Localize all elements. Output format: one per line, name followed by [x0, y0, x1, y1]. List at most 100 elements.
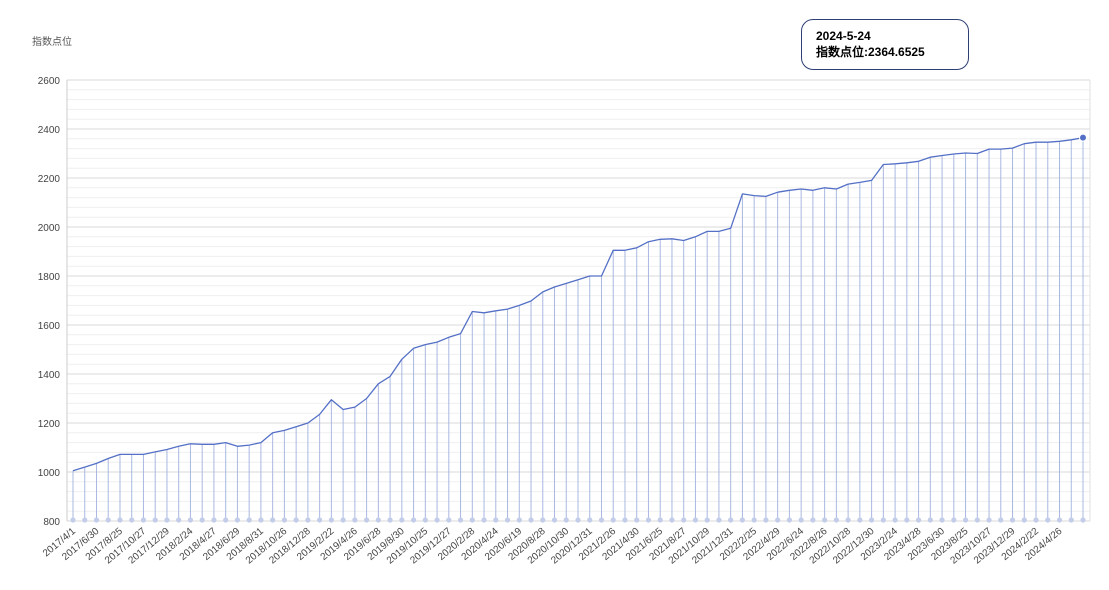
baseline-marker	[234, 517, 241, 523]
baseline-marker	[927, 517, 933, 523]
baseline-marker	[610, 517, 616, 523]
baseline-marker	[446, 517, 452, 523]
baseline-marker	[951, 517, 957, 523]
y-tick-label: 2200	[38, 174, 61, 185]
baseline-marker	[305, 517, 311, 523]
baseline-marker	[281, 517, 287, 523]
baseline-marker	[657, 517, 663, 523]
baseline-marker	[93, 517, 100, 523]
y-tick-label: 1200	[38, 419, 61, 430]
baseline-marker	[1045, 517, 1051, 523]
baseline-marker	[587, 517, 593, 523]
baseline-marker	[364, 517, 370, 523]
tooltip-date: 2024-5-24	[816, 29, 871, 43]
baseline-marker	[152, 517, 158, 523]
baseline-marker	[962, 517, 969, 523]
baseline-marker	[469, 517, 475, 523]
baseline-marker	[352, 517, 358, 523]
baseline-marker	[669, 517, 675, 523]
y-tick-label: 1000	[38, 468, 61, 479]
baseline-marker	[880, 517, 886, 523]
baseline-marker	[892, 517, 898, 523]
baseline-marker	[986, 517, 992, 523]
baseline-marker	[575, 517, 581, 523]
baseline-marker	[1068, 517, 1074, 523]
baseline-marker	[187, 517, 194, 523]
baseline-marker	[422, 517, 428, 523]
baseline-marker	[598, 517, 605, 523]
baseline-marker	[822, 517, 828, 523]
baseline-marker	[645, 517, 652, 523]
baseline-marker	[692, 517, 699, 523]
baseline-marker	[258, 517, 264, 523]
baseline-marker	[457, 517, 464, 523]
baseline-marker	[410, 517, 417, 523]
baseline-marker	[117, 517, 123, 523]
baseline-marker	[810, 517, 816, 523]
baseline-marker	[716, 517, 722, 523]
baseline-marker	[1033, 517, 1039, 523]
baseline-marker	[739, 517, 746, 523]
baseline-marker	[915, 517, 922, 523]
baseline-marker	[1080, 517, 1086, 523]
baseline-marker	[974, 517, 980, 523]
y-tick-label: 1400	[38, 370, 61, 381]
series-line	[72, 137, 1084, 472]
y-tick-label: 1800	[38, 272, 61, 283]
baseline-marker	[857, 517, 863, 523]
baseline-marker	[317, 517, 323, 523]
baseline-marker	[622, 517, 628, 523]
baseline-marker	[775, 517, 781, 523]
baseline-marker	[939, 517, 945, 523]
baseline-marker	[328, 517, 334, 523]
baseline-marker	[869, 517, 875, 523]
baseline-marker	[681, 517, 687, 523]
baseline-marker	[211, 517, 217, 523]
baseline-marker	[1009, 517, 1016, 523]
y-tick-label: 2000	[38, 223, 61, 234]
baseline-marker	[387, 517, 393, 523]
baseline-marker	[493, 517, 499, 523]
baseline-marker	[246, 517, 252, 523]
baseline-marker	[140, 517, 147, 523]
y-axis-ticks: 800 1000 1200 1400 1600 1800 2000 2200 2400 2600	[38, 76, 61, 528]
baseline-marker	[728, 517, 734, 523]
baseline-marker	[105, 517, 111, 523]
baseline-marker	[1021, 517, 1027, 523]
baseline-marker	[293, 517, 299, 523]
tooltip-value: 指数点位:2364.6525	[816, 45, 925, 59]
baseline-marker	[551, 517, 558, 523]
baseline-marker	[375, 517, 381, 523]
baseline-marker	[516, 517, 522, 523]
baseline-marker	[751, 517, 757, 523]
y-tick-label: 1600	[38, 321, 61, 332]
baseline-marker	[504, 517, 511, 523]
baseline-marker	[223, 517, 229, 523]
series-layer	[72, 133, 1087, 472]
baseline-marker	[164, 517, 170, 523]
baseline-marker	[270, 517, 276, 523]
baseline-marker	[998, 517, 1004, 523]
baseline-marker	[129, 517, 135, 523]
baseline-marker	[704, 517, 710, 523]
baseline-marker	[176, 517, 182, 523]
x-axis-ticks: 2017/4/12017/6/302017/8/252017/10/272017…	[41, 526, 1065, 567]
baseline-marker	[199, 517, 205, 523]
baseline-marker	[340, 517, 346, 523]
baseline-marker	[540, 517, 546, 523]
baseline-marker	[434, 517, 440, 523]
drop-lines	[70, 137, 1086, 523]
y-axis-title: 指数点位	[32, 35, 72, 48]
baseline-marker	[763, 517, 769, 523]
baseline-marker	[481, 517, 487, 523]
y-tick-label: 800	[43, 517, 60, 528]
baseline-marker	[70, 517, 76, 523]
baseline-marker	[528, 517, 534, 523]
baseline-marker	[904, 517, 910, 523]
baseline-marker	[1056, 517, 1063, 523]
highlighted-point[interactable]	[1079, 133, 1087, 142]
baseline-marker	[399, 517, 405, 523]
baseline-marker	[82, 517, 88, 523]
baseline-marker	[833, 517, 839, 523]
data-tooltip: 2024-5-24 指数点位:2364.6525	[801, 19, 969, 70]
